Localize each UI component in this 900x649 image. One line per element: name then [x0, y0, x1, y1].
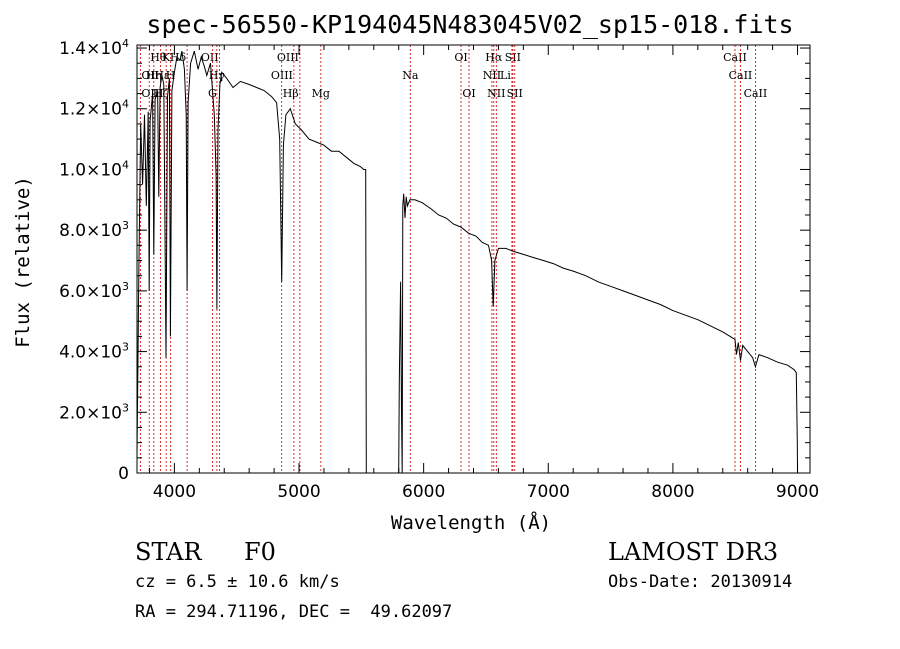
line-marker-label: Hβ — [283, 87, 299, 100]
line-marker-label: OII — [141, 69, 159, 82]
y-tick-label: 1.2×104 — [59, 98, 129, 120]
line-marker-label: Na — [402, 69, 419, 82]
line-marker-label: H — [166, 69, 176, 82]
x-tick-label: 9000 — [776, 482, 819, 502]
line-marker-label: SII — [507, 87, 523, 100]
x-tick-label: 8000 — [651, 482, 694, 502]
y-tick-label: 4.0×103 — [59, 341, 129, 363]
object-class: STAR — [135, 538, 202, 566]
line-marker-label: OIII — [277, 51, 299, 64]
line-marker-label: CaII — [723, 51, 747, 64]
obs-date: Obs-Date: 20130914 — [608, 572, 793, 592]
line-marker-label: Hα — [485, 51, 503, 64]
line-marker-label: Mg — [312, 87, 330, 100]
line-marker-label: Li — [500, 69, 511, 82]
line-marker-label: OII — [201, 51, 219, 64]
y-tick-label: 1.0×104 — [59, 158, 129, 180]
spectrum-line — [136, 50, 798, 474]
line-marker-label: NII — [483, 69, 501, 82]
y-axis: 0 2.0×103 4.0×103 6.0×103 8.0×103 1.0×104 1.2×… — [59, 37, 810, 484]
y-axis-label: Flux (relative) — [12, 176, 34, 348]
x-tick-label: 6000 — [402, 482, 445, 502]
line-marker-label: CaII — [744, 87, 768, 100]
coordinates: RA = 294.71196, DEC = 49.62097 — [135, 602, 453, 622]
redshift-info: cz = 6.5 ± 10.6 km/s — [135, 572, 340, 592]
line-marker-label: Hη — [146, 69, 162, 82]
line-marker-label: OI — [462, 87, 475, 100]
y-tick-label: 0 — [118, 464, 129, 484]
line-marker-label: K — [162, 51, 171, 64]
line-marker-label: CaII — [729, 69, 753, 82]
survey-name: LAMOST DR3 — [608, 538, 779, 566]
line-marker-label: Hθ — [150, 51, 167, 64]
line-marker-label: Hδ — [170, 51, 187, 64]
x-axis-label: Wavelength (Å) — [391, 511, 551, 534]
y-tick-label: 1.4×104 — [59, 37, 129, 59]
y-tick-label: 6.0×103 — [59, 280, 129, 302]
x-tick-label: 7000 — [527, 482, 570, 502]
line-marker-label: NII — [487, 87, 505, 100]
y-tick-label: 2.0×103 — [59, 401, 129, 423]
chart-title: spec-56550-KP194045N483045V02_sp15-018.f… — [146, 10, 793, 39]
object-subclass: F0 — [244, 538, 276, 566]
x-axis: 4000 5000 6000 7000 8000 9000 — [148, 45, 819, 502]
plot-frame — [136, 44, 811, 474]
x-tick-label: 4000 — [153, 482, 196, 502]
line-marker-label: OI — [454, 51, 467, 64]
x-tick-label: 5000 — [277, 482, 320, 502]
line-marker-label: SII — [505, 51, 521, 64]
line-marker-label: OIII — [271, 69, 293, 82]
y-tick-label: 8.0×103 — [59, 219, 129, 241]
line-marker-label: Hζ — [153, 87, 169, 100]
